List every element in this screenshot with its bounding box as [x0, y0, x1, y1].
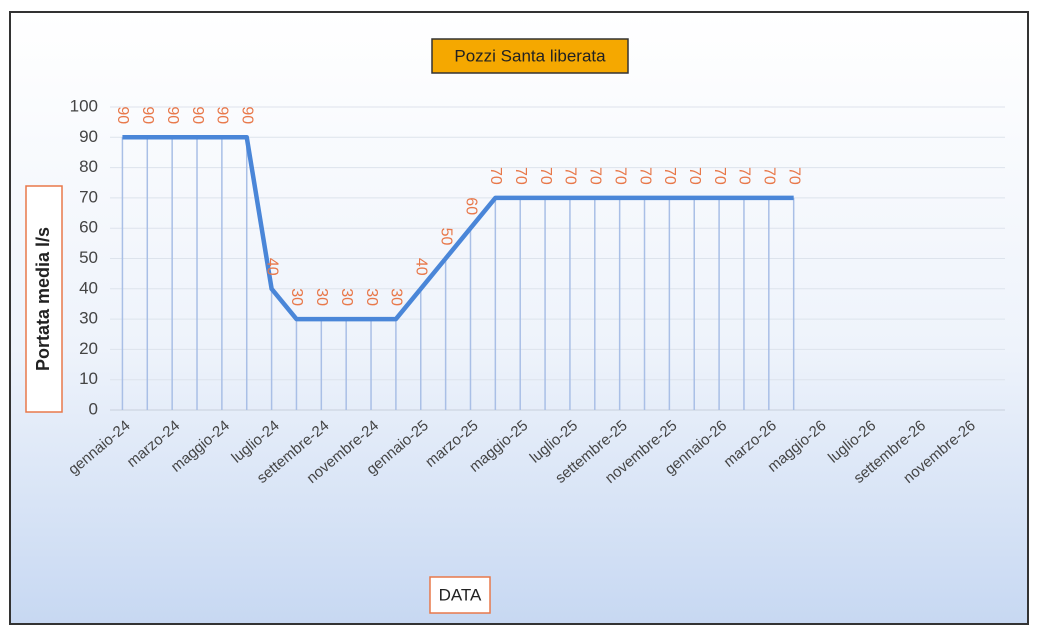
data-label: 70: [487, 167, 504, 185]
data-label: 70: [761, 167, 778, 185]
y-tick-label: 0: [89, 399, 98, 418]
data-label: 70: [686, 167, 703, 185]
data-label: 90: [139, 106, 156, 124]
chart-title: Pozzi Santa liberata: [454, 46, 606, 65]
data-label: 70: [537, 167, 554, 185]
title-box: [431, 38, 629, 74]
data-label: 90: [239, 106, 256, 124]
data-label: 90: [189, 106, 206, 124]
y-tick-label: 60: [79, 218, 98, 237]
data-label: 70: [611, 167, 628, 185]
y-title-box: [25, 185, 63, 413]
data-label: 70: [785, 167, 802, 185]
y-tick-label: 70: [79, 187, 98, 206]
data-label: 90: [164, 106, 181, 124]
y-tick-label: 10: [79, 369, 98, 388]
data-label: 30: [313, 288, 330, 306]
data-label: 70: [636, 167, 653, 185]
data-label: 30: [363, 288, 380, 306]
y-tick-label: 40: [79, 278, 98, 297]
data-label: 70: [661, 167, 678, 185]
data-label: 90: [214, 106, 231, 124]
data-label: 90: [114, 106, 131, 124]
data-label: 70: [736, 167, 753, 185]
data-label: 60: [462, 197, 479, 215]
y-axis-title: Portata media l/s: [33, 227, 53, 371]
data-label: 70: [711, 167, 728, 185]
data-label: 40: [413, 258, 430, 276]
data-label: 30: [288, 288, 305, 306]
data-label: 30: [338, 288, 355, 306]
y-tick-label: 20: [79, 339, 98, 358]
y-tick-label: 100: [70, 96, 98, 115]
x-title-box: [429, 576, 491, 614]
y-tick-label: 80: [79, 157, 98, 176]
y-tick-label: 90: [79, 127, 98, 146]
data-label: 70: [512, 167, 529, 185]
series-line: [122, 135, 794, 322]
data-label: 70: [587, 167, 604, 185]
data-label: 40: [263, 258, 280, 276]
y-tick-label: 30: [79, 309, 98, 328]
data-label: 70: [562, 167, 579, 185]
y-tick-label: 50: [79, 248, 98, 267]
x-axis-title: DATA: [439, 585, 482, 604]
data-label: 50: [437, 228, 454, 246]
data-label: 30: [388, 288, 405, 306]
chart-frame: [9, 11, 1029, 625]
